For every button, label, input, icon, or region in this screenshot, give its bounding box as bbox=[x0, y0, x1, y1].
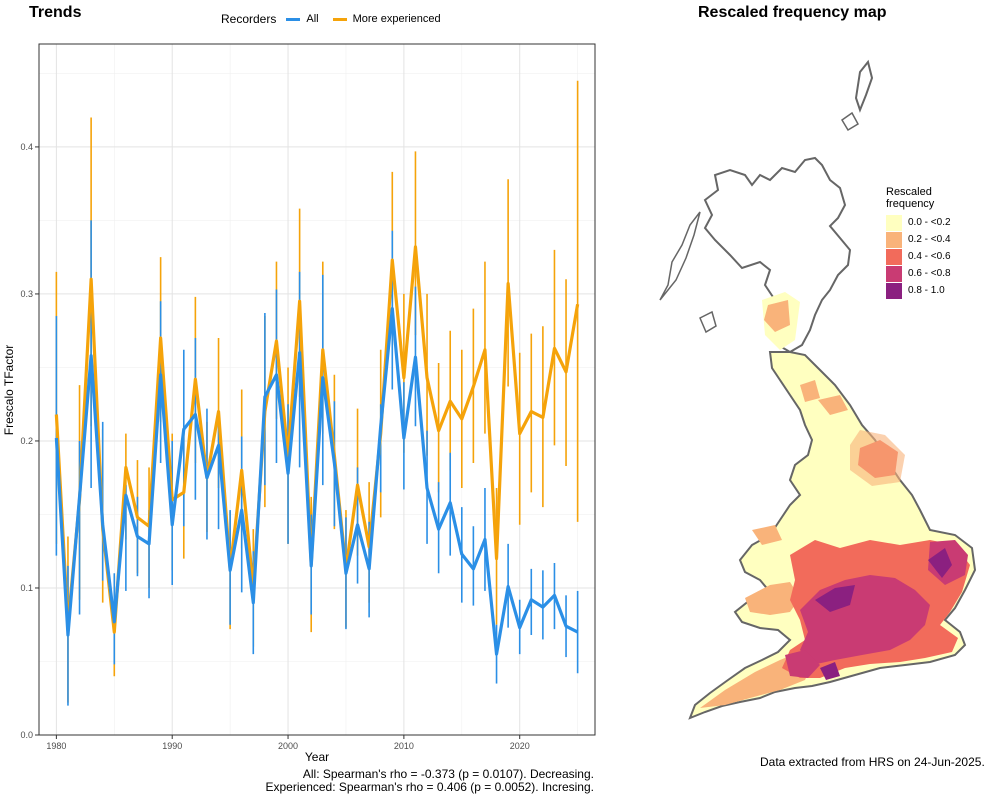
trends-title: Trends bbox=[29, 4, 82, 21]
legend-key-experienced bbox=[332, 17, 347, 21]
map-legend-row: 0.0 - <0.2 bbox=[886, 214, 951, 231]
y-tick-label: 0.1 bbox=[20, 583, 33, 593]
chart-legend: Recorders All More experienced bbox=[221, 12, 441, 26]
y-tick-label: 0.4 bbox=[20, 142, 33, 152]
frequency-map bbox=[659, 59, 977, 720]
map-band-northwest-02 bbox=[818, 395, 848, 415]
map-band-east-08 bbox=[928, 548, 952, 578]
map-band-yorkshire-02 bbox=[850, 430, 905, 486]
map-legend-title-line2: frequency bbox=[886, 198, 935, 210]
series-lines bbox=[54, 245, 580, 656]
legend-key-all bbox=[286, 17, 301, 21]
map-band-southwest-08 bbox=[820, 662, 840, 680]
y-tick-label: 0.3 bbox=[20, 289, 33, 299]
y-tick-label: 0.2 bbox=[20, 436, 33, 446]
series-line-experienced bbox=[54, 245, 580, 634]
map-legend-label: 0.4 - <0.6 bbox=[908, 251, 951, 262]
stat-note-all: All: Spearman's rho = -0.373 (p = 0.0107… bbox=[302, 767, 594, 781]
map-legend-row: 0.4 - <0.6 bbox=[886, 248, 951, 265]
series-line-all bbox=[54, 307, 579, 656]
map-legend-swatch bbox=[886, 282, 902, 299]
y-tick-label: 0.0 bbox=[20, 730, 33, 740]
x-tick-label: 2000 bbox=[278, 741, 298, 751]
map-band-southwest-06 bbox=[785, 650, 820, 678]
map-legend-swatch bbox=[886, 214, 902, 231]
map-legend-row: 0.2 - <0.4 bbox=[886, 231, 951, 248]
y-axis-label: Frescalo TFactor bbox=[2, 345, 16, 435]
map-band-thames-08 bbox=[815, 585, 855, 612]
map-legend-label: 0.2 - <0.4 bbox=[908, 234, 951, 245]
map-legend: Rescaled frequency 0.0 - <0.2 0.2 - <0.4… bbox=[886, 186, 951, 299]
legend-label-experienced: More experienced bbox=[352, 13, 441, 25]
map-outline-shetland bbox=[854, 59, 874, 113]
stat-note-experienced: Experienced: Spearman's rho = 0.406 (p =… bbox=[265, 780, 595, 794]
map-legend-title: Rescaled frequency bbox=[886, 186, 951, 210]
data-source-note: Data extracted from HRS on 24-Jun-2025. bbox=[760, 755, 985, 769]
map-legend-title-line1: Rescaled bbox=[886, 186, 932, 198]
map-band-scotland-east-02 bbox=[764, 300, 790, 332]
error-bars bbox=[55, 80, 579, 706]
map-legend-row: 0.6 - <0.8 bbox=[886, 265, 951, 282]
x-tick-label: 2010 bbox=[394, 741, 414, 751]
x-axis-label: Year bbox=[305, 750, 329, 764]
legend-title: Recorders bbox=[221, 12, 277, 26]
map-outline-scotland bbox=[703, 156, 852, 354]
map-band-wales-north-02 bbox=[752, 525, 782, 545]
axis-ticks: 0.0 0.1 0.2 0.3 0.4 1980 1990 2000 2010 2020 bbox=[20, 142, 529, 751]
x-tick-label: 1980 bbox=[46, 741, 66, 751]
map-outline-orkney bbox=[840, 111, 860, 132]
x-tick-label: 2020 bbox=[510, 741, 530, 751]
map-title: Rescaled frequency map bbox=[698, 4, 887, 21]
map-legend-label: 0.0 - <0.2 bbox=[908, 217, 951, 228]
legend-label-all: All bbox=[306, 13, 319, 25]
map-legend-swatch bbox=[886, 248, 902, 265]
plot-frame bbox=[38, 43, 596, 736]
trend-chart: 0.0 0.1 0.2 0.3 0.4 1980 1990 2000 2010 2020 Year… bbox=[2, 43, 596, 764]
map-legend-swatch bbox=[886, 265, 902, 282]
map-legend-label: 0.8 - 1.0 bbox=[908, 285, 945, 296]
map-band-south-wales bbox=[745, 582, 800, 615]
map-legend-swatch bbox=[886, 231, 902, 248]
map-outline-islay bbox=[699, 310, 717, 334]
map-legend-row: 0.8 - 1.0 bbox=[886, 282, 951, 299]
map-legend-label: 0.6 - <0.8 bbox=[908, 268, 951, 279]
x-tick-label: 1990 bbox=[162, 741, 182, 751]
map-outline-hebrides bbox=[659, 211, 701, 301]
map-band-lakes-02 bbox=[800, 380, 820, 402]
grid-lines bbox=[39, 44, 595, 736]
